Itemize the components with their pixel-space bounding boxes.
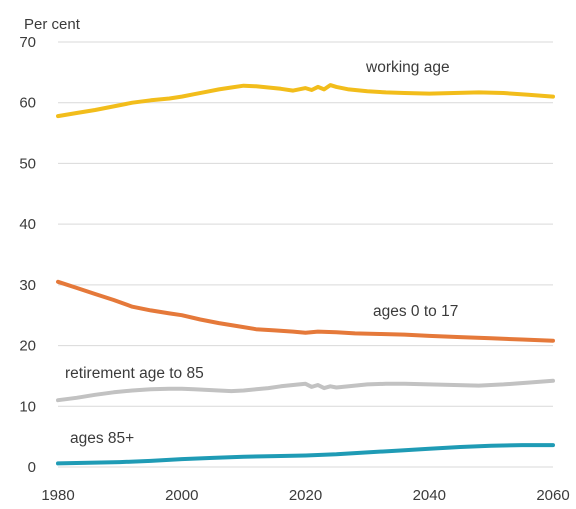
series-label-ages-85-plus: ages 85+ — [70, 430, 134, 447]
series-line-retirement-age-to-85 — [56, 378, 555, 403]
x-tick-label-2060: 2060 — [536, 487, 569, 504]
y-tick-label-30: 30 — [19, 277, 36, 294]
x-axis-ticks: 1980 2000 2020 2040 2060 — [41, 487, 569, 504]
y-unit-label: Per cent — [24, 16, 81, 33]
x-tick-label-1980: 1980 — [41, 487, 74, 504]
y-tick-label-0: 0 — [28, 459, 36, 476]
y-tick-label-50: 50 — [19, 155, 36, 172]
y-tick-label-40: 40 — [19, 216, 36, 233]
series-label-retirement-age-to-85: retirement age to 85 — [65, 365, 204, 382]
series-line-working-age — [56, 83, 555, 119]
series-layer — [56, 83, 555, 466]
series-label-working-age: working age — [365, 59, 450, 76]
series-line-ages-0-to-17 — [56, 279, 555, 343]
x-tick-label-2000: 2000 — [165, 487, 198, 504]
y-tick-label-70: 70 — [19, 34, 36, 51]
series-label-layer: working age ages 0 to 17 retirement age … — [65, 59, 458, 447]
x-tick-label-2040: 2040 — [413, 487, 446, 504]
series-line-ages-85 — [56, 443, 555, 466]
series-label-ages-0-to-17: ages 0 to 17 — [373, 303, 458, 320]
grid-layer — [58, 41, 553, 468]
y-axis-ticks: 0 10 20 30 40 50 60 70 — [19, 34, 36, 476]
y-tick-label-20: 20 — [19, 338, 36, 355]
y-tick-label-60: 60 — [19, 95, 36, 112]
x-tick-label-2020: 2020 — [289, 487, 322, 504]
y-tick-label-10: 10 — [19, 398, 36, 415]
